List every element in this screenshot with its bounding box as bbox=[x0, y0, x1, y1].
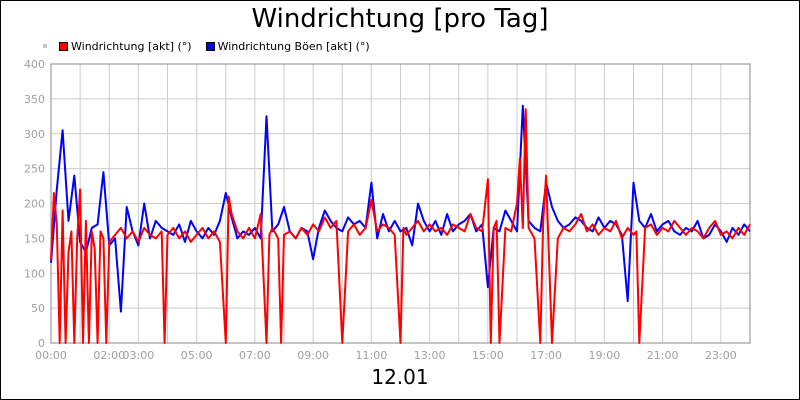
y-tick-label: 0 bbox=[38, 337, 45, 350]
legend-item-red: Windrichtung [akt] (°) bbox=[59, 40, 192, 53]
x-tick-label: 02:00 bbox=[93, 349, 125, 362]
y-tick-label: 200 bbox=[24, 198, 45, 211]
legend-label-red: Windrichtung [akt] (°) bbox=[71, 39, 192, 53]
legend-swatch-red bbox=[59, 41, 68, 51]
y-tick-label: 150 bbox=[24, 232, 45, 245]
y-tick-label: 400 bbox=[24, 58, 45, 71]
x-tick-label: 15:00 bbox=[472, 349, 504, 362]
series-line-blue bbox=[50, 104, 751, 313]
x-tick-label: 13:00 bbox=[414, 349, 446, 362]
x-tick-label: 19:00 bbox=[589, 349, 621, 362]
y-tick-label: 100 bbox=[24, 267, 45, 280]
x-tick-label: 09:00 bbox=[297, 349, 329, 362]
x-tick-label: 07:00 bbox=[239, 349, 271, 362]
chart-title: Windrichtung [pro Tag] bbox=[251, 4, 549, 34]
x-tick-label: 17:00 bbox=[530, 349, 562, 362]
legend-swatch-blue bbox=[205, 41, 215, 51]
chart-legend: Windrichtung [akt] (°) Windrichtung Böen… bbox=[43, 38, 384, 54]
x-tick-label: 00:00 bbox=[35, 349, 67, 362]
legend-item-blue: Windrichtung Böen [akt] (°) bbox=[205, 39, 370, 53]
y-tick-label: 350 bbox=[24, 93, 45, 106]
y-tick-label: 300 bbox=[24, 128, 45, 141]
x-tick-label: 03:00 bbox=[123, 349, 155, 362]
legend-dot-icon bbox=[43, 44, 47, 48]
x-axis-label: 12.01 bbox=[371, 365, 429, 389]
x-tick-label: 21:00 bbox=[647, 349, 679, 362]
series-line-red bbox=[50, 108, 751, 344]
x-tick-label: 23:00 bbox=[705, 349, 737, 362]
y-tick-label: 250 bbox=[24, 163, 45, 176]
legend-label-blue: Windrichtung Böen [akt] (°) bbox=[217, 39, 370, 53]
y-tick-label: 50 bbox=[31, 302, 45, 315]
x-tick-label: 11:00 bbox=[356, 349, 388, 362]
x-tick-label: 05:00 bbox=[181, 349, 213, 362]
